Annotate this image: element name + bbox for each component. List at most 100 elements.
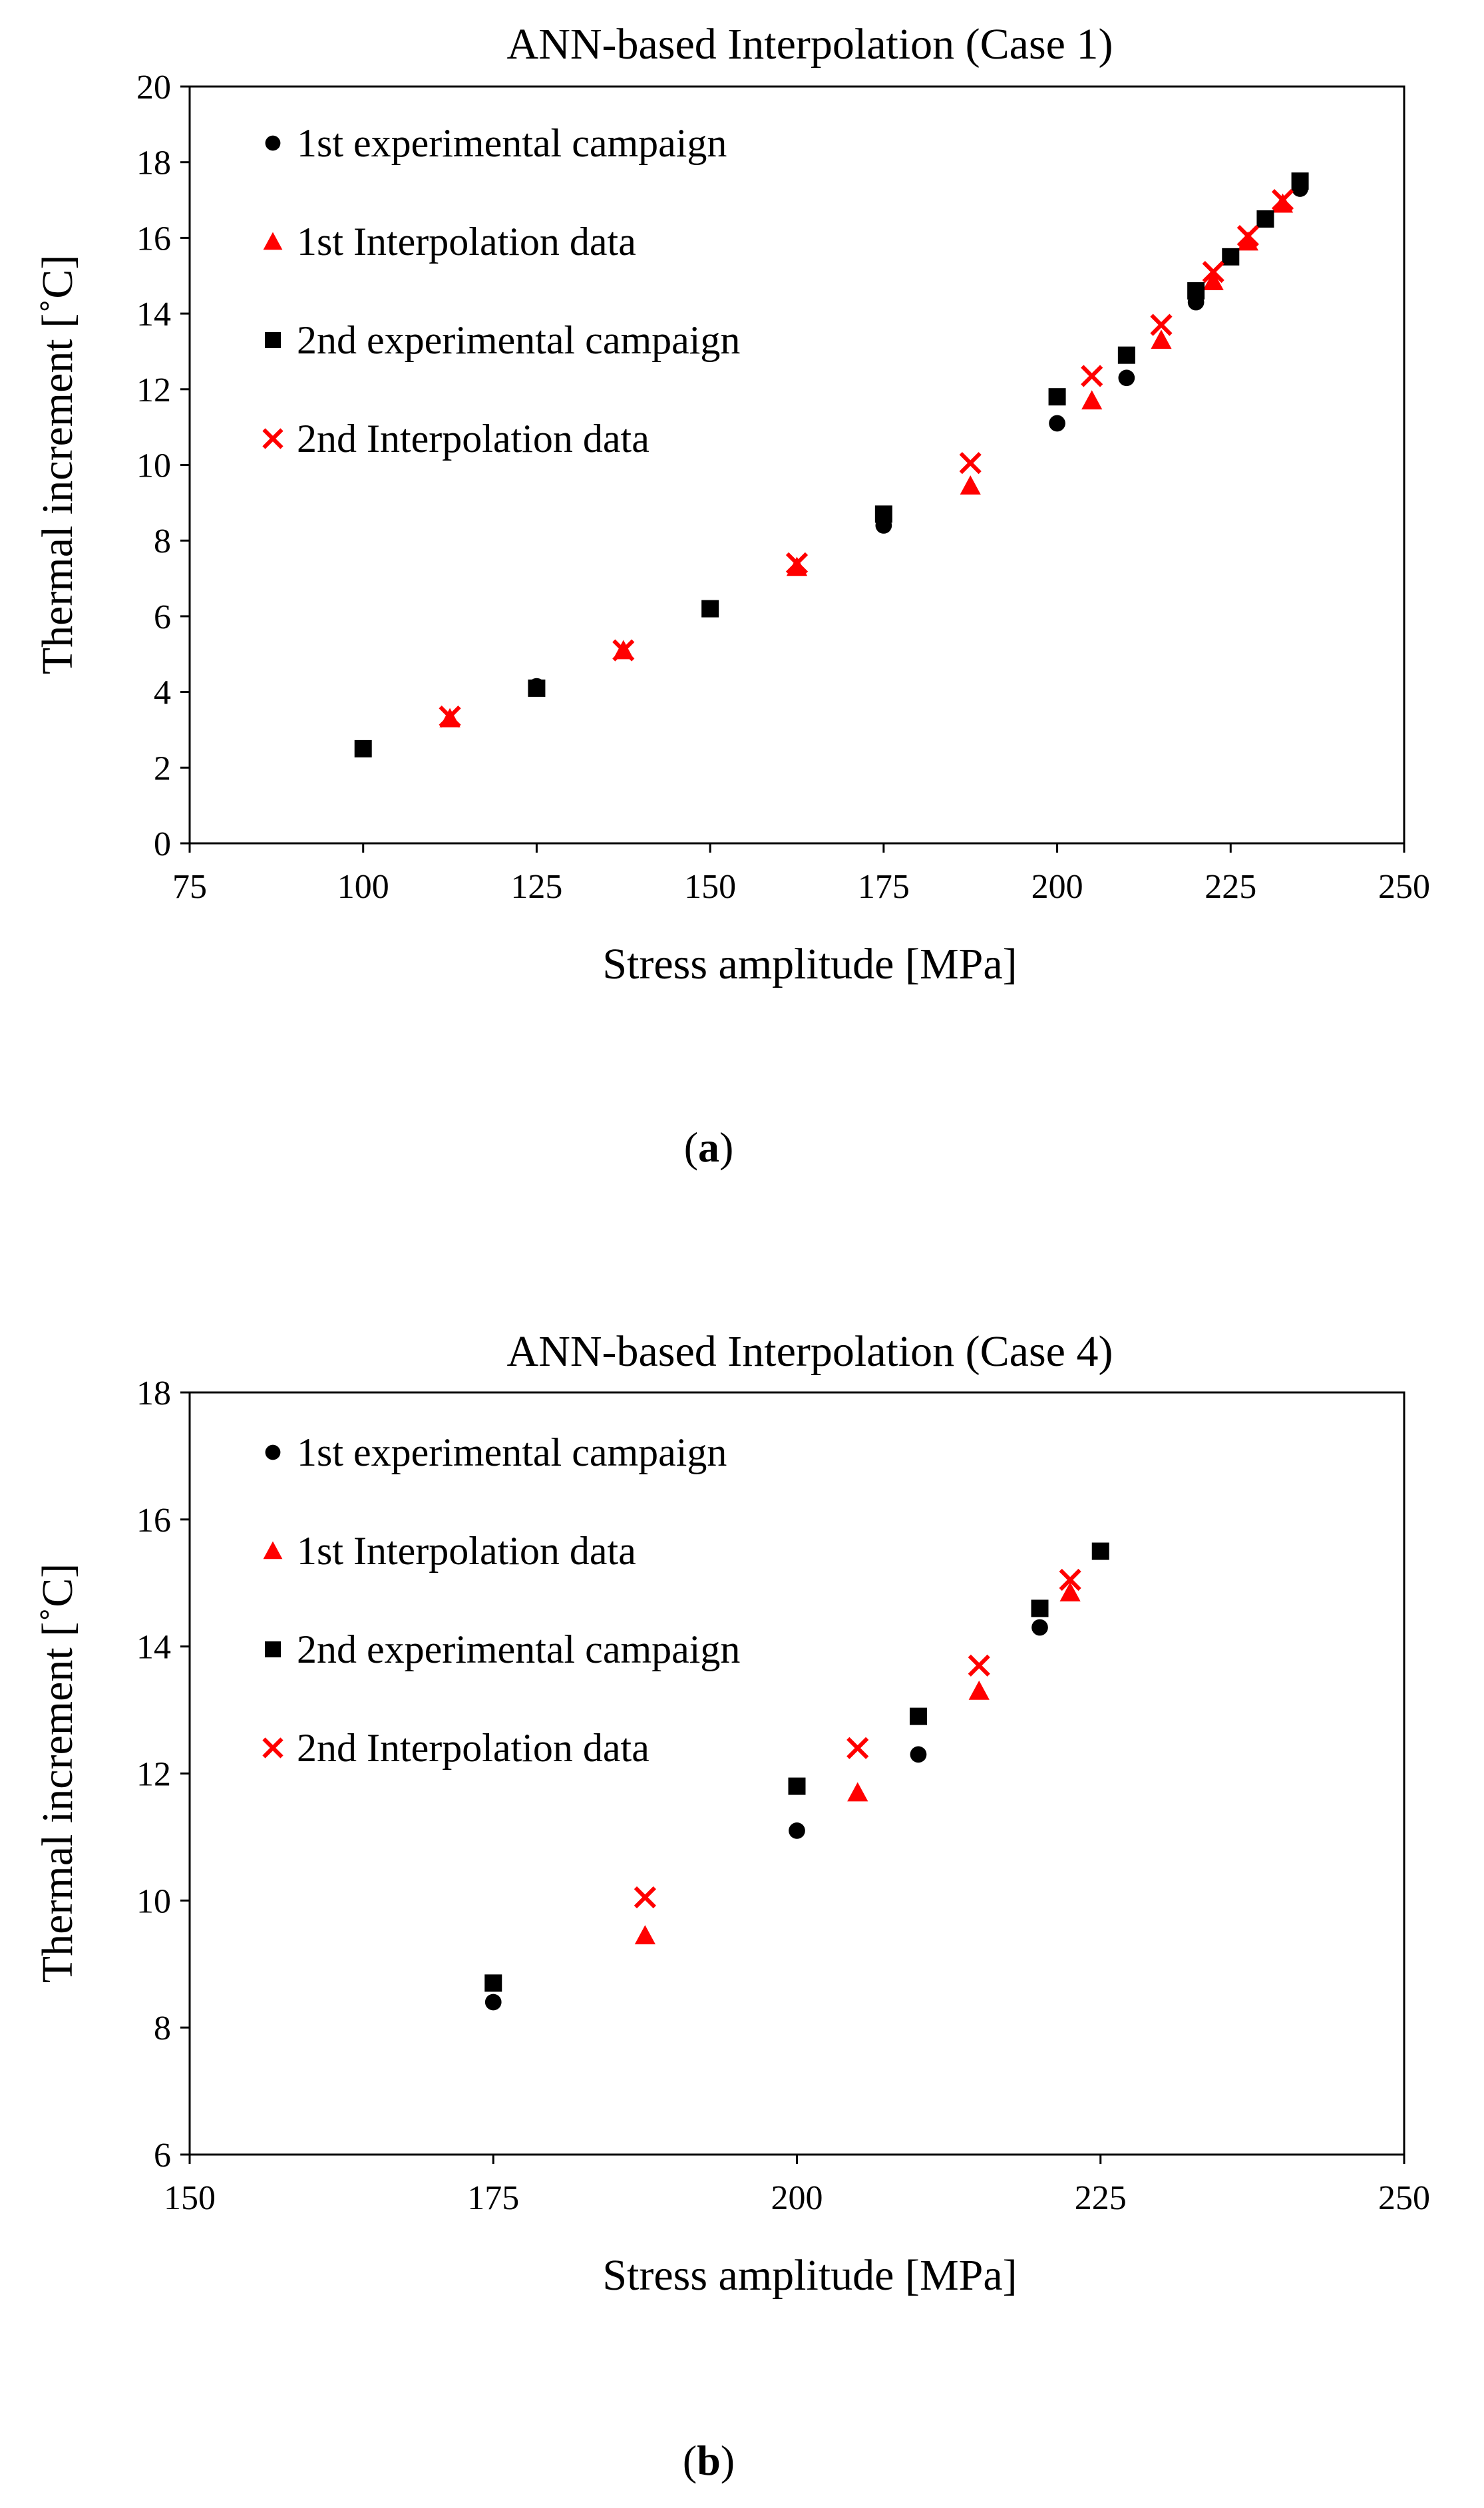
x-axis-ticks: 75 100 125 150 175 200 225 250 <box>172 843 1430 906</box>
x-tick-label: 150 <box>684 868 736 906</box>
caption-a: (a) <box>684 1124 734 1171</box>
point-1st-interpolation-data <box>847 1782 868 1802</box>
point-2nd-interpolation-data <box>634 1886 656 1909</box>
legend-marker-1st-interpolation-data <box>263 232 283 250</box>
legend-marker-2nd-experimental-campaign <box>265 332 281 348</box>
x-axis-label: Stress amplitude [MPa] <box>602 940 1017 988</box>
point-2nd-experimental-campaign <box>1187 282 1205 300</box>
point-2nd-interpolation-data <box>1202 260 1224 284</box>
point-2nd-experimental-campaign <box>484 1974 502 1992</box>
x-tick-label: 75 <box>172 868 207 906</box>
y-axis-label: Thermal increment [˚C] <box>33 255 82 674</box>
point-2nd-interpolation-data <box>1236 224 1259 248</box>
point-2nd-interpolation-data <box>1081 365 1103 387</box>
legend-label-2nd-interpolation-data: 2nd Interpolation data <box>297 1726 649 1770</box>
point-2nd-interpolation-data <box>1271 188 1294 212</box>
chart-title: ANN-based Interpolation (Case 4) <box>507 1327 1113 1376</box>
point-1st-interpolation-data <box>1203 271 1224 291</box>
y-tick-label: 18 <box>136 1374 171 1412</box>
legend-marker-2nd-experimental-campaign <box>265 1641 281 1657</box>
x-axis-label: Stress amplitude [MPa] <box>602 2251 1017 2300</box>
x-tick-label: 150 <box>164 2179 216 2217</box>
point-2nd-experimental-campaign <box>528 679 546 697</box>
legend-label-1st-experimental-campaign: 1st experimental campaign <box>297 121 727 165</box>
point-1st-experimental-campaign <box>789 1822 805 1839</box>
y-tick-label: 8 <box>154 522 171 560</box>
point-2nd-experimental-campaign <box>1256 210 1274 228</box>
y-tick-label: 0 <box>154 825 171 863</box>
data-points <box>354 172 1309 757</box>
plot-area <box>188 1391 1405 2156</box>
x-tick-label: 175 <box>858 868 910 906</box>
legend-marker-1st-experimental-campaign <box>265 135 281 151</box>
y-axis-ticks: 6 8 10 12 14 16 18 <box>136 1374 190 2175</box>
point-2nd-experimental-campaign <box>874 505 892 523</box>
point-2nd-experimental-campaign <box>1222 248 1240 266</box>
point-2nd-interpolation-data <box>959 452 982 475</box>
legend-label-1st-interpolation-data: 1st Interpolation data <box>297 220 636 264</box>
legend-label-2nd-experimental-campaign: 2nd experimental campaign <box>297 318 740 362</box>
caption-b: (b) <box>683 2437 735 2484</box>
legend-label-1st-interpolation-data: 1st Interpolation data <box>297 1529 636 1573</box>
point-2nd-interpolation-data <box>612 639 635 662</box>
point-1st-experimental-campaign <box>484 1993 502 2011</box>
legend: 1st experimental campaign 1st Interpolati… <box>262 121 740 461</box>
point-2nd-interpolation-data <box>1150 314 1173 336</box>
y-tick-label: 6 <box>154 598 171 636</box>
point-2nd-interpolation-data <box>785 552 809 574</box>
chart-a: ANN-based Interpolation (Case 1) 75 100 12… <box>33 20 1430 988</box>
y-tick-label: 14 <box>136 1629 171 1667</box>
point-1st-interpolation-data <box>1151 329 1172 349</box>
point-2nd-interpolation-data <box>846 1737 869 1759</box>
point-1st-interpolation-data <box>1237 231 1258 251</box>
legend-marker-1st-experimental-campaign <box>265 1444 281 1460</box>
point-2nd-experimental-campaign <box>354 739 372 757</box>
y-tick-label: 18 <box>136 144 171 182</box>
y-axis-ticks: 0 2 4 6 8 10 12 14 16 18 20 <box>136 69 190 863</box>
legend-marker-2nd-interpolation-data <box>262 428 283 449</box>
point-2nd-experimental-campaign <box>788 1777 806 1795</box>
y-tick-label: 4 <box>154 674 171 712</box>
point-1st-experimental-campaign <box>1031 1619 1048 1636</box>
legend-marker-2nd-interpolation-data <box>262 1737 283 1759</box>
y-tick-label: 20 <box>136 69 171 106</box>
legend-marker-1st-interpolation-data <box>263 1541 283 1560</box>
point-1st-experimental-campaign <box>1049 415 1065 432</box>
x-tick-label: 175 <box>467 2179 519 2217</box>
x-axis-ticks: 150 175 200 225 250 <box>164 2155 1430 2217</box>
y-tick-label: 2 <box>154 749 171 787</box>
point-2nd-experimental-campaign <box>1117 346 1135 364</box>
y-tick-label: 12 <box>136 1756 171 1794</box>
y-tick-label: 16 <box>136 1502 171 1540</box>
y-tick-label: 12 <box>136 371 171 409</box>
x-tick-label: 225 <box>1075 2179 1127 2217</box>
chart-b: ANN-based Interpolation (Case 4) 150 175 2… <box>33 1327 1430 2300</box>
point-1st-experimental-campaign <box>1118 369 1135 387</box>
x-tick-label: 125 <box>510 868 562 906</box>
legend: 1st experimental campaign 1st Interpolati… <box>262 1430 740 1770</box>
plot-area <box>188 85 1405 845</box>
point-2nd-experimental-campaign <box>1291 172 1309 190</box>
y-axis-label: Thermal increment [˚C] <box>33 1564 82 1983</box>
point-2nd-experimental-campaign <box>1048 388 1066 406</box>
point-2nd-interpolation-data <box>1059 1568 1081 1591</box>
y-tick-label: 6 <box>154 2137 171 2175</box>
y-tick-label: 14 <box>136 296 171 333</box>
point-2nd-experimental-campaign <box>910 1707 927 1725</box>
x-tick-label: 200 <box>1031 868 1083 906</box>
y-tick-label: 16 <box>136 220 171 258</box>
point-1st-interpolation-data <box>1081 390 1103 410</box>
point-1st-interpolation-data <box>634 1925 655 1945</box>
chart-title: ANN-based Interpolation (Case 1) <box>507 20 1113 69</box>
point-1st-experimental-campaign <box>910 1746 927 1763</box>
legend-label-1st-experimental-campaign: 1st experimental campaign <box>297 1430 727 1474</box>
x-tick-label: 100 <box>337 868 389 906</box>
point-2nd-interpolation-data <box>968 1654 990 1677</box>
point-2nd-experimental-campaign <box>701 600 719 618</box>
point-1st-interpolation-data <box>968 1680 990 1700</box>
y-tick-label: 10 <box>136 447 171 485</box>
point-1st-interpolation-data <box>1059 1581 1081 1601</box>
y-tick-label: 8 <box>154 2009 171 2047</box>
data-points <box>484 1542 1109 2011</box>
